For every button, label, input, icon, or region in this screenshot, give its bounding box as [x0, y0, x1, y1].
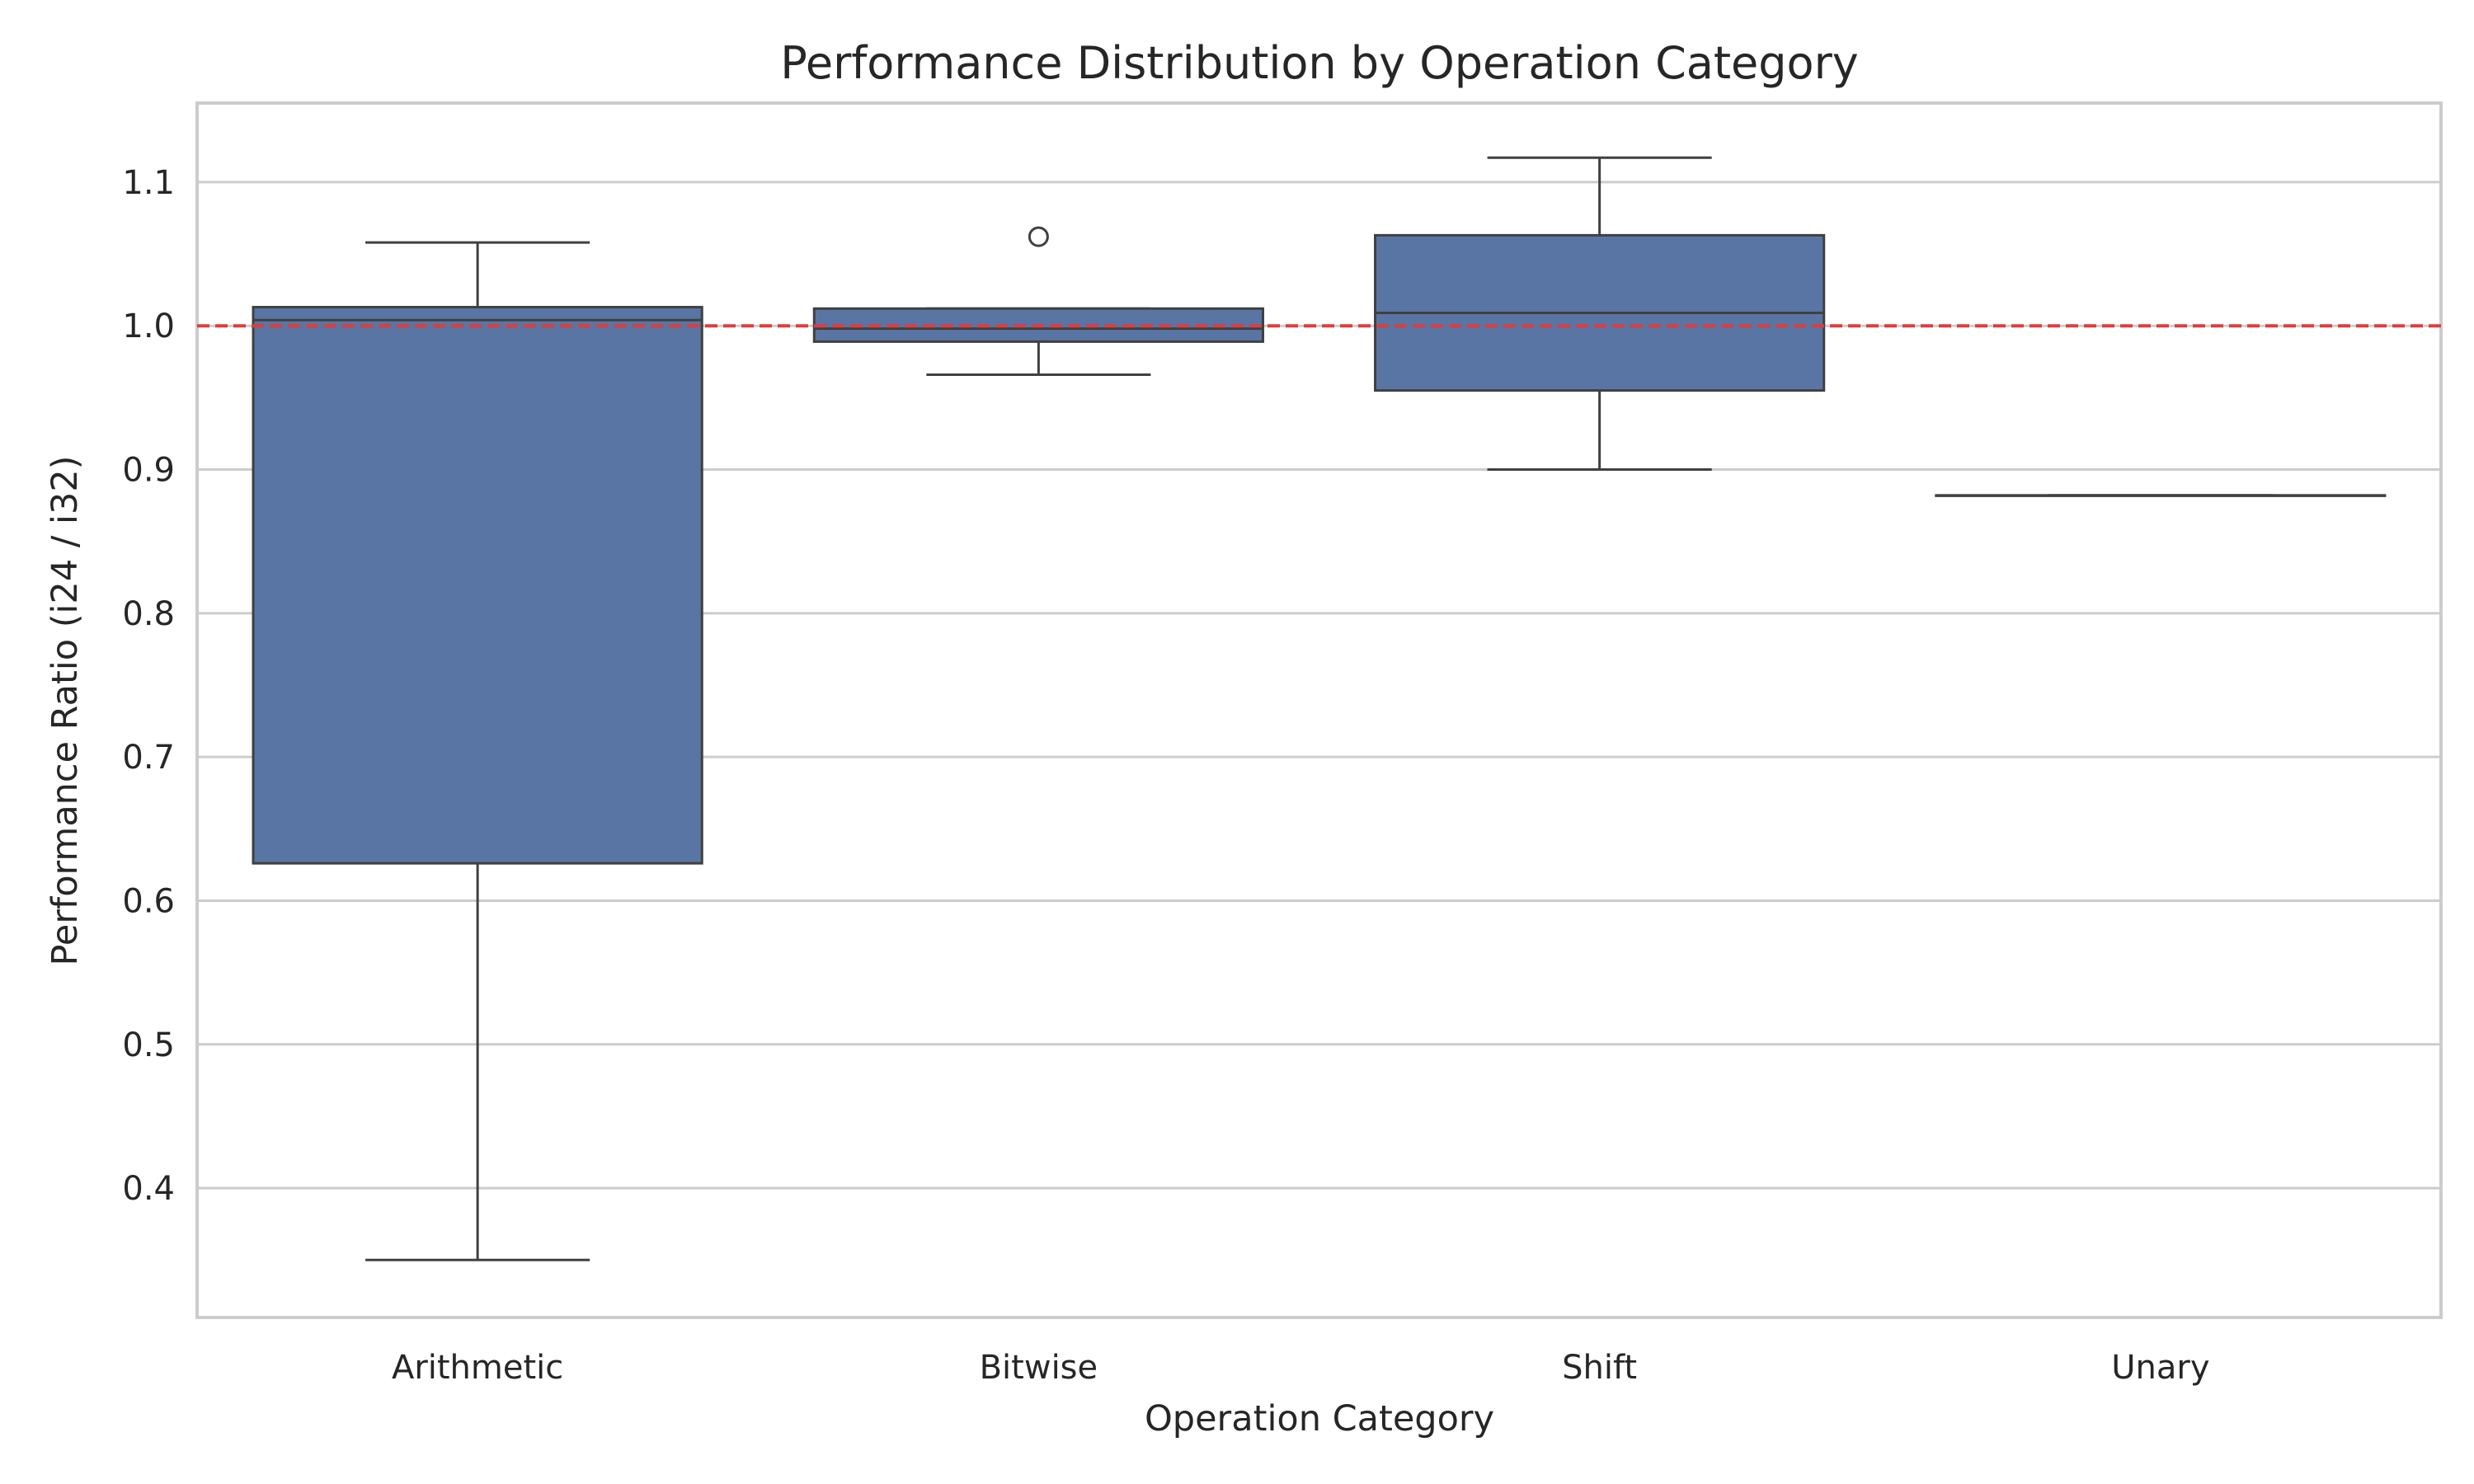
x-tick-label: Unary	[2111, 1349, 2209, 1387]
x-tick-label: Bitwise	[980, 1349, 1098, 1387]
x-axis-label: Operation Category	[1145, 1398, 1494, 1439]
box-iqr	[252, 306, 703, 865]
box-series	[252, 156, 2387, 1261]
box-shift	[1374, 156, 1826, 472]
y-tick-label: 1.1	[122, 164, 175, 202]
y-tick-label: 0.4	[122, 1170, 175, 1208]
x-tick-label: Arithmetic	[392, 1349, 563, 1387]
box-unary	[1935, 494, 2387, 497]
y-tick-label: 0.7	[122, 739, 175, 777]
plot-frame	[195, 101, 2443, 1319]
box-bitwise	[812, 226, 1264, 376]
chart-title: Performance Distribution by Operation Ca…	[780, 37, 1859, 89]
y-axis-label: Performance Ratio (i24 / i32)	[45, 456, 86, 966]
box-arithmetic	[252, 241, 703, 1261]
x-tick-label: Shift	[1562, 1349, 1637, 1387]
y-tick-label: 1.0	[122, 308, 175, 345]
x-axis-ticks: Arithmetic Bitwise Shift Unary	[392, 1349, 2210, 1387]
y-tick-label: 0.5	[122, 1026, 175, 1064]
outlier-point	[1028, 226, 1049, 247]
y-tick-label: 0.9	[122, 452, 175, 490]
y-tick-label: 0.8	[122, 595, 175, 633]
y-tick-label: 0.6	[122, 882, 175, 920]
y-axis-ticks: 0.4 0.5 0.6 0.7 0.8 0.9 1.0 1.1	[122, 164, 175, 1208]
